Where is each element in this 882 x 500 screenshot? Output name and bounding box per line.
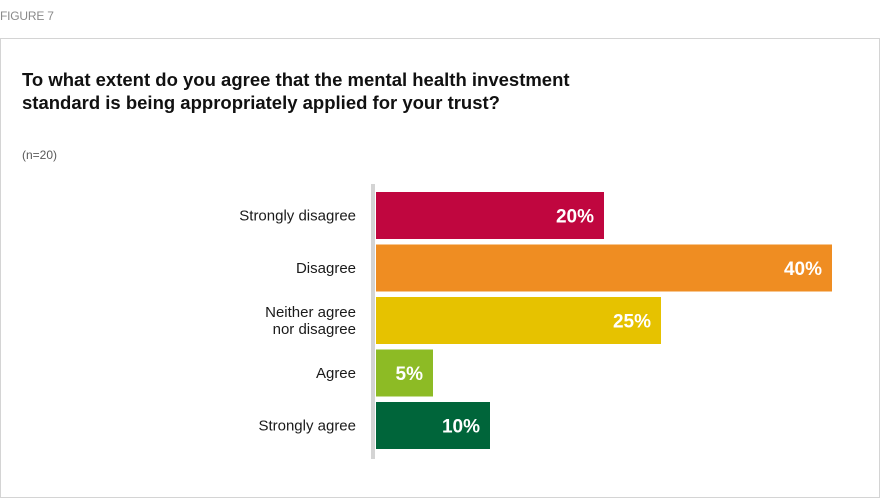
bar-value-label: 5% xyxy=(396,364,424,385)
category-axis xyxy=(371,184,375,459)
bar xyxy=(376,349,433,397)
bar-group: 5% Agree xyxy=(316,349,433,397)
bar-value-label: 40% xyxy=(784,259,822,280)
bar-group: 10% Strongly agree xyxy=(258,402,490,449)
bar-value-label: 25% xyxy=(613,312,651,333)
bar-group: 40% Disagree xyxy=(296,244,832,292)
chart-subtitle: (n=20) xyxy=(22,148,58,162)
bar-value-label: 20% xyxy=(556,207,594,228)
bar-group: 25% Neither agree nor disagree xyxy=(265,297,661,344)
bar-value-label: 10% xyxy=(442,417,480,438)
bar xyxy=(376,244,832,292)
category-label: Strongly disagree xyxy=(239,208,356,225)
chart-title: To what extent do you agree that the men… xyxy=(22,69,570,113)
category-label: Neither agree nor disagree xyxy=(265,304,356,338)
category-label: Agree xyxy=(316,365,356,382)
bar xyxy=(376,192,604,239)
bar-group: 20% Strongly disagree xyxy=(239,192,604,239)
figure-label: FIGURE 7 xyxy=(0,9,54,23)
category-label: Disagree xyxy=(296,260,356,277)
bar xyxy=(376,297,661,344)
chart-panel xyxy=(0,38,880,498)
category-label: Strongly agree xyxy=(258,418,356,435)
bar xyxy=(376,402,490,449)
